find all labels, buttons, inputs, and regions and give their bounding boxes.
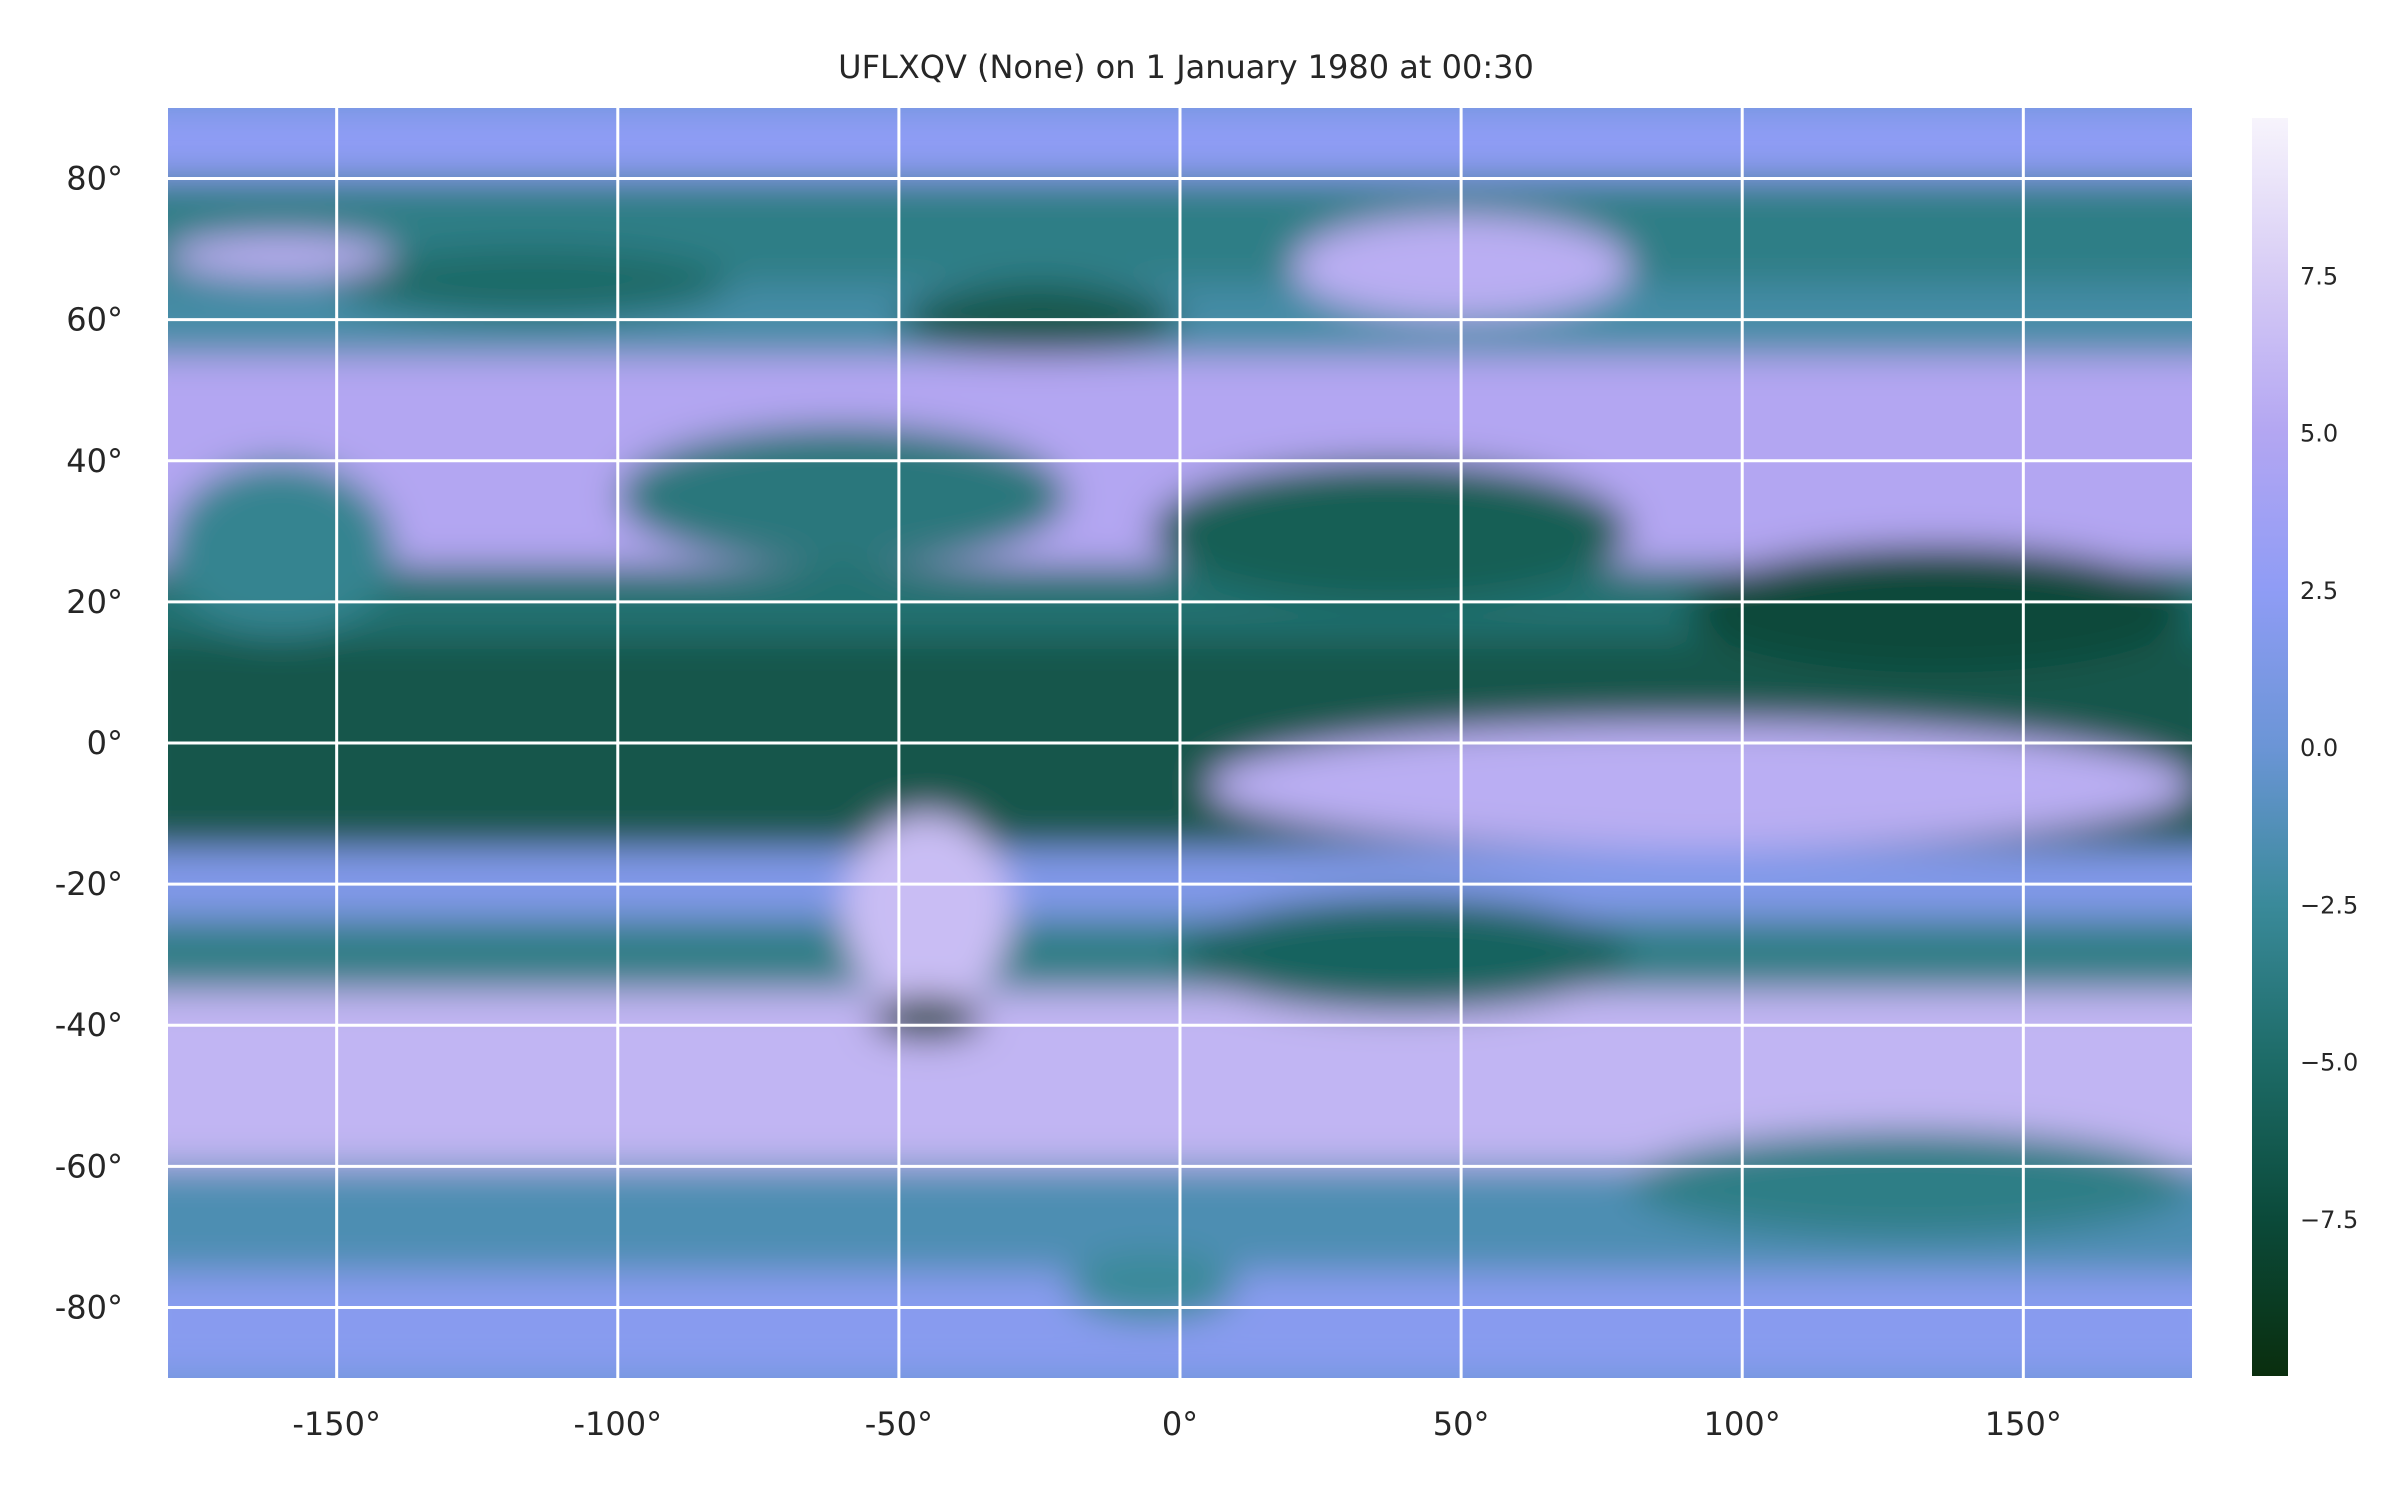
x-tick-label: 50°: [1433, 1405, 1490, 1443]
y-tick-label: -40°: [55, 1006, 123, 1044]
y-axis: 80° 60° 40° 20° 0° -20° -40° -60° -80°: [55, 160, 123, 1327]
y-tick-label: 60°: [66, 301, 123, 339]
colorbar-gradient: [2252, 118, 2288, 1376]
x-tick-label: 100°: [1704, 1405, 1781, 1443]
colorbar-tick-label: 7.5: [2300, 262, 2338, 290]
chart-title: UFLXQV (None) on 1 January 1980 at 00:30: [838, 48, 1534, 86]
grid-lines: [168, 108, 2192, 1378]
colorbar-tick-label: −5.0: [2300, 1049, 2358, 1077]
x-tick-label: -150°: [292, 1405, 381, 1443]
colorbar: 7.5 5.0 2.5 0.0 −2.5 −5.0 −7.5: [2252, 118, 2358, 1376]
colorbar-tick-label: 0.0: [2300, 734, 2338, 762]
colorbar-tick-label: −2.5: [2300, 891, 2358, 919]
y-tick-label: -60°: [55, 1147, 123, 1185]
colorbar-tick-label: 5.0: [2300, 420, 2338, 448]
y-tick-label: -20°: [55, 865, 123, 903]
field-feature: [1180, 898, 1630, 1012]
field-feature: [1151, 460, 1630, 602]
field-feature: [1067, 1251, 1237, 1322]
field-feature: [168, 460, 393, 638]
x-tick-label: -100°: [573, 1405, 662, 1443]
x-tick-label: -50°: [865, 1405, 933, 1443]
colorbar-ticks: 7.5 5.0 2.5 0.0 −2.5 −5.0 −7.5: [2300, 262, 2358, 1234]
y-tick-label: 20°: [66, 583, 123, 621]
colorbar-tick-label: 2.5: [2300, 577, 2338, 605]
field-feature: [1629, 1131, 2192, 1237]
y-tick-label: 80°: [66, 160, 123, 198]
field-feature: [870, 997, 984, 1040]
field-feature: [168, 234, 393, 278]
field-feature: [842, 813, 1012, 1012]
x-tick-label: 150°: [1985, 1405, 2062, 1443]
field-feature: [617, 425, 1068, 567]
y-tick-label: -80°: [55, 1288, 123, 1326]
x-axis: -150° -100° -50° 0° 50° 100° 150°: [292, 1405, 2062, 1443]
field-feature: [1208, 721, 2192, 849]
y-tick-label: 0°: [87, 724, 123, 762]
plot-area: [168, 108, 2192, 1378]
field-feature: [336, 249, 731, 320]
field-feature: [1686, 545, 2192, 673]
colorbar-tick-label: −7.5: [2300, 1206, 2358, 1234]
y-tick-label: 40°: [66, 442, 123, 480]
x-tick-label: 0°: [1162, 1405, 1198, 1443]
